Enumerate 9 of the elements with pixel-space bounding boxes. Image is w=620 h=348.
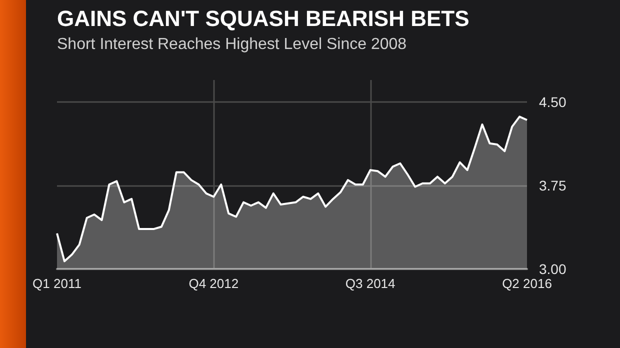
x-tick-label: Q3 2014 xyxy=(345,276,396,291)
chart-title: GAINS CAN'T SQUASH BEARISH BETS xyxy=(57,6,470,32)
x-tick-label: Q2 2016 xyxy=(502,276,552,291)
y-tick-label: 3.75 xyxy=(539,178,566,194)
x-tick-label: Q4 2012 xyxy=(188,276,239,291)
y-tick-label: 4.50 xyxy=(539,94,566,110)
chart-subtitle: Short Interest Reaches Highest Level Since 2008 xyxy=(57,36,407,54)
y-tick-label: 3.00 xyxy=(539,261,566,277)
x-tick-label: Q1 2011 xyxy=(32,276,82,291)
